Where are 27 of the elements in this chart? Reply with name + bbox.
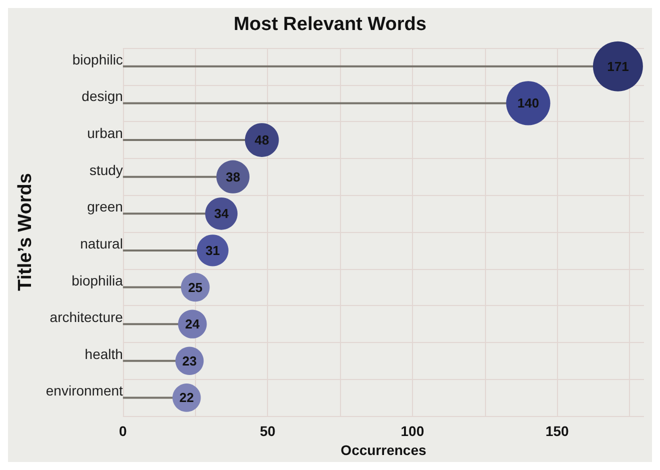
y-tick-label: green xyxy=(87,198,123,215)
x-tick-label: 100 xyxy=(400,423,424,440)
data-label: 23 xyxy=(182,353,197,368)
data-label: 140 xyxy=(517,96,540,111)
data-label: 24 xyxy=(185,316,200,332)
x-tick-label: 150 xyxy=(545,423,570,440)
y-tick-label: health xyxy=(84,346,123,362)
y-tick-label: urban xyxy=(87,125,123,142)
y-tick-label: study xyxy=(89,162,123,178)
data-label: 22 xyxy=(179,390,194,406)
y-tick-label: biophilic xyxy=(72,51,123,68)
y-tick-label: environment xyxy=(46,382,124,399)
data-label: 171 xyxy=(607,58,629,74)
y-tick-label: biophilia xyxy=(72,272,124,288)
x-axis-title: Occurrences xyxy=(340,442,426,458)
data-label: 31 xyxy=(205,242,220,258)
x-tick-label: 0 xyxy=(119,423,128,440)
y-tick-label: design xyxy=(82,88,123,104)
y-axis-title: Title’s Words xyxy=(15,173,36,292)
y-tick-label: architecture xyxy=(50,309,124,326)
chart-title: Most Relevant Words xyxy=(234,14,426,35)
data-label: 38 xyxy=(226,169,240,184)
y-tick-label: natural xyxy=(80,235,123,252)
x-tick-label: 50 xyxy=(260,423,276,440)
data-label: 34 xyxy=(214,206,230,222)
data-label: 25 xyxy=(188,280,203,295)
data-label: 48 xyxy=(254,132,270,148)
